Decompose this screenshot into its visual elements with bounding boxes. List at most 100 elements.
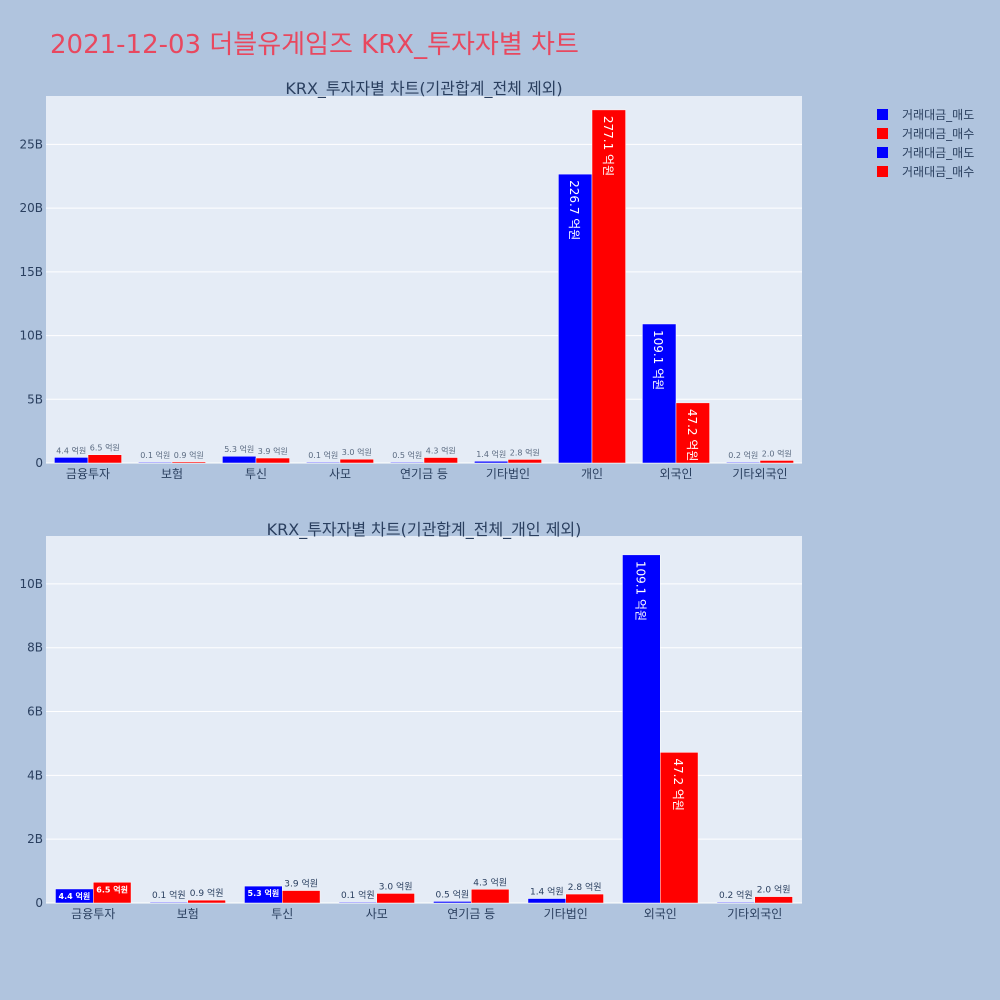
bar-data-label: 0.9 억원 xyxy=(174,450,204,460)
y-tick-label: 25B xyxy=(19,137,43,151)
y-tick-label: 4B xyxy=(27,768,43,782)
y-tick-label: 10B xyxy=(19,577,43,591)
chart-title: KRX_투자자별 차트(기관합계_전체_개인 제외) xyxy=(267,520,582,540)
y-tick-label: 10B xyxy=(19,329,43,343)
bar xyxy=(255,457,290,464)
bar-data-label: 0.1 억원 xyxy=(308,450,338,460)
chart-title: KRX_투자자별 차트(기관합계_전체 제외) xyxy=(285,79,562,99)
bar xyxy=(642,323,677,464)
bar-data-label: 109.1 억원 xyxy=(633,561,647,621)
x-tick-label: 금융투자 xyxy=(71,907,115,921)
bar-data-label: 6.5 억원 xyxy=(96,884,128,894)
bar-data-label: 226.7 억원 xyxy=(567,180,581,240)
bar-data-label: 3.9 억원 xyxy=(258,446,288,456)
legend-item[interactable]: 거래대금_매도 xyxy=(877,146,974,160)
bar xyxy=(282,890,321,904)
bar-data-label: 5.3 억원 xyxy=(224,444,254,454)
bar-data-label: 2.0 억원 xyxy=(762,448,792,458)
bar xyxy=(716,901,756,904)
bar xyxy=(754,896,793,904)
bar xyxy=(339,458,374,464)
x-tick-label: 투신 xyxy=(245,467,267,481)
bar xyxy=(759,460,794,464)
bar-data-label: 3.9 억원 xyxy=(284,878,318,890)
bar-data-label: 1.4 억원 xyxy=(530,886,564,898)
x-tick-label: 사모 xyxy=(329,467,351,481)
chart-2: 0 2B 4B 6B 8B 10B KRX_투자자별 차트(기관합계_전체_개인 제외) 금융… xyxy=(19,520,802,921)
x-tick-label: 기타외국인 xyxy=(727,907,782,921)
bar xyxy=(565,893,604,904)
bar-data-label: 0.2 억원 xyxy=(719,889,753,901)
bar xyxy=(558,173,593,464)
bar xyxy=(660,752,699,904)
bar-data-label: 5.3 억원 xyxy=(248,888,280,898)
legend-item[interactable]: 거래대금_매도 xyxy=(877,108,974,122)
bar-data-label: 0.1 억원 xyxy=(341,889,375,901)
bar xyxy=(527,898,567,904)
bar xyxy=(306,461,341,464)
bar-data-label: 4.3 억원 xyxy=(426,446,456,456)
x-tick-label: 기타법인 xyxy=(486,467,530,481)
bar xyxy=(675,402,710,464)
bar-data-label: 277.1 억원 xyxy=(601,116,615,176)
x-tick-label: 기타법인 xyxy=(544,907,588,921)
bar-data-label: 0.2 억원 xyxy=(728,450,758,460)
bar-data-label: 4.4 억원 xyxy=(59,891,91,901)
bar-data-label: 4.4 억원 xyxy=(56,445,86,455)
y-tick-label: 5B xyxy=(27,392,43,406)
legend-swatch xyxy=(877,147,888,158)
bar-data-label: 0.1 억원 xyxy=(140,450,170,460)
x-tick-label: 투신 xyxy=(271,907,293,921)
y-tick-label: 2B xyxy=(27,832,43,846)
bar-data-label: 3.0 억원 xyxy=(342,447,372,457)
bar xyxy=(187,899,226,904)
legend-swatch xyxy=(877,128,888,139)
y-tick-label: 0 xyxy=(35,896,43,910)
x-tick-label: 외국인 xyxy=(644,907,677,921)
x-tick-label: 연기금 등 xyxy=(447,907,495,921)
bar xyxy=(93,882,132,904)
bar xyxy=(390,461,425,464)
bar xyxy=(474,460,509,464)
legend-item[interactable]: 거래대금_매수 xyxy=(877,127,974,141)
bar xyxy=(54,457,89,464)
chart-1: 0 5B 10B 15B 20B 25B KRX_투자자별 차트(기관합계_전체 제외) 금융… xyxy=(19,79,802,481)
legend-label: 거래대금_매수 xyxy=(902,165,974,179)
page-title: 2021-12-03 더블유게임즈 KRX_투자자별 차트 xyxy=(50,30,579,60)
bar-data-label: 4.3 억원 xyxy=(473,876,507,888)
bar-data-label: 2.8 억원 xyxy=(568,881,602,893)
legend-swatch xyxy=(877,166,888,177)
bar xyxy=(138,461,173,464)
legend-label: 거래대금_매도 xyxy=(902,108,974,122)
bar-data-label: 6.5 억원 xyxy=(90,443,120,453)
x-tick-label: 금융투자 xyxy=(66,467,110,481)
x-tick-label: 개인 xyxy=(581,467,603,481)
bar xyxy=(338,901,378,904)
bar xyxy=(149,901,188,904)
bar-data-label: 1.4 억원 xyxy=(476,449,506,459)
bar-data-label: 0.5 억원 xyxy=(392,450,422,460)
bar xyxy=(591,109,626,464)
legend-swatch xyxy=(877,109,888,120)
x-tick-label: 외국인 xyxy=(659,467,692,481)
bar-data-label: 3.0 억원 xyxy=(379,880,413,892)
bar xyxy=(87,454,122,464)
bar xyxy=(726,461,761,464)
bar xyxy=(222,455,257,464)
bar-data-label: 0.5 억원 xyxy=(435,888,469,900)
bar-data-label: 47.2 억원 xyxy=(685,409,699,462)
bar xyxy=(376,893,415,904)
legend-item[interactable]: 거래대금_매수 xyxy=(877,165,974,179)
x-tick-label: 연기금 등 xyxy=(400,467,448,481)
y-tick-label: 0 xyxy=(35,456,43,470)
bar xyxy=(471,889,510,904)
bar-data-label: 2.8 억원 xyxy=(510,447,540,457)
x-tick-label: 기타외국인 xyxy=(732,467,787,481)
x-tick-label: 사모 xyxy=(366,907,388,921)
bar-data-label: 2.0 억원 xyxy=(757,884,791,896)
y-tick-label: 6B xyxy=(27,705,43,719)
legend-label: 거래대금_매수 xyxy=(902,127,974,141)
bar-data-label: 0.9 억원 xyxy=(190,887,224,899)
x-tick-label: 보험 xyxy=(161,467,183,481)
